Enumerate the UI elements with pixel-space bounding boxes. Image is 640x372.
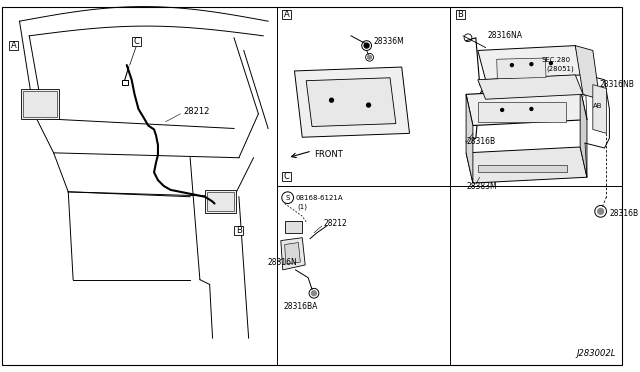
Text: J283002L: J283002L — [577, 349, 616, 357]
Circle shape — [367, 103, 371, 107]
Circle shape — [500, 109, 504, 111]
Bar — [282, 172, 291, 181]
Circle shape — [364, 43, 369, 48]
Circle shape — [312, 291, 316, 296]
Text: B: B — [236, 226, 242, 235]
Polygon shape — [306, 78, 396, 126]
Text: 28212: 28212 — [183, 108, 210, 116]
Text: 28316B: 28316B — [609, 209, 639, 218]
Bar — [207, 192, 234, 211]
Bar — [456, 10, 465, 19]
Text: C: C — [134, 37, 140, 46]
Bar — [497, 58, 546, 79]
Polygon shape — [580, 89, 587, 177]
Circle shape — [598, 208, 604, 214]
Text: B: B — [458, 10, 463, 19]
Bar — [285, 221, 302, 233]
Circle shape — [511, 64, 513, 67]
Text: 28316N: 28316N — [267, 257, 297, 267]
Bar — [205, 190, 236, 213]
Circle shape — [330, 98, 333, 102]
Polygon shape — [466, 147, 587, 183]
Text: (1): (1) — [298, 203, 307, 210]
Polygon shape — [478, 75, 583, 99]
Text: (28051): (28051) — [546, 66, 574, 72]
Text: 28316NB: 28316NB — [600, 80, 634, 89]
Text: SEC.280: SEC.280 — [541, 57, 570, 63]
Text: A: A — [11, 41, 17, 50]
Bar — [9, 41, 18, 50]
Circle shape — [530, 62, 533, 65]
Polygon shape — [281, 238, 305, 270]
Bar — [478, 102, 566, 122]
Bar — [22, 90, 58, 119]
Bar — [234, 227, 243, 235]
Polygon shape — [478, 46, 583, 80]
Text: AB: AB — [593, 103, 602, 109]
Polygon shape — [575, 46, 600, 99]
Polygon shape — [593, 84, 607, 133]
Text: 28316B: 28316B — [466, 137, 495, 146]
Bar — [282, 10, 291, 19]
Text: A: A — [284, 10, 289, 19]
Text: 28336M: 28336M — [373, 37, 404, 46]
Bar — [24, 92, 56, 117]
Text: 28212: 28212 — [324, 219, 348, 228]
Polygon shape — [466, 89, 587, 125]
Circle shape — [367, 55, 371, 59]
Text: FRONT: FRONT — [314, 150, 342, 159]
Text: 28316BA: 28316BA — [283, 302, 317, 311]
Text: 28383M: 28383M — [466, 183, 497, 192]
Text: C: C — [284, 172, 289, 181]
Text: S: S — [285, 195, 290, 201]
Polygon shape — [466, 94, 473, 183]
Circle shape — [549, 62, 552, 65]
Bar — [478, 164, 568, 172]
Polygon shape — [285, 243, 300, 264]
Circle shape — [530, 108, 533, 110]
Text: 08168-6121A: 08168-6121A — [296, 195, 343, 201]
Text: 28316NA: 28316NA — [488, 31, 522, 40]
Bar — [132, 37, 141, 46]
Polygon shape — [294, 67, 410, 137]
